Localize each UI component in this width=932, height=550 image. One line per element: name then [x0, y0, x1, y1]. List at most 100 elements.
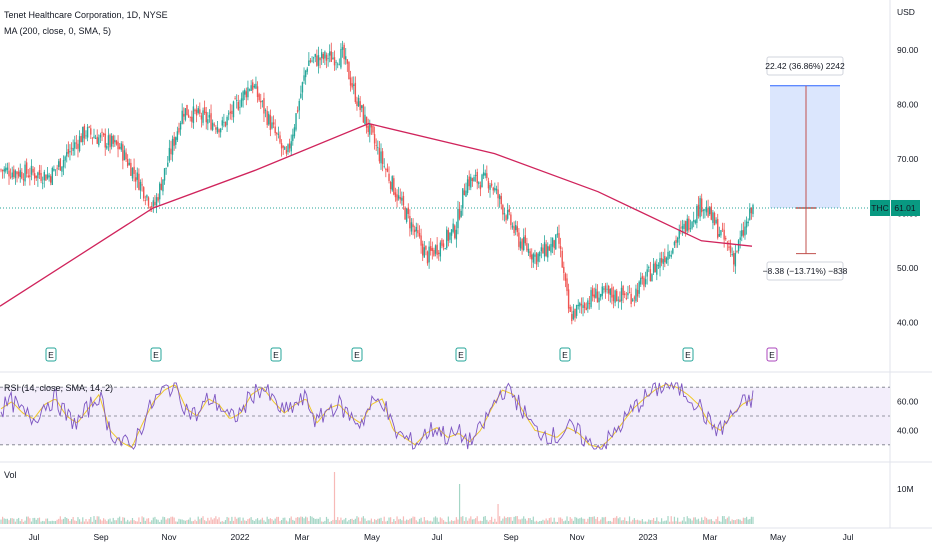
candle — [401, 191, 403, 206]
volume-bar — [168, 518, 170, 524]
candle — [13, 165, 15, 180]
volume-bar — [123, 517, 126, 524]
rsi-legend[interactable]: RSI (14, close, SMA, 14, 2) — [4, 383, 114, 393]
volume-bar — [136, 521, 138, 524]
candle — [672, 247, 674, 255]
earnings-marker: E — [455, 347, 467, 362]
volume-legend[interactable]: Vol — [4, 470, 17, 480]
candle — [715, 217, 717, 225]
candle-body — [27, 175, 29, 178]
candle-body — [308, 60, 310, 66]
candle — [147, 196, 150, 209]
candle — [518, 227, 520, 251]
earnings-marker: E — [150, 347, 162, 362]
volume-bar — [356, 516, 358, 524]
candle-body — [444, 248, 446, 250]
candle-body — [458, 209, 461, 219]
volume-bar — [361, 517, 363, 524]
volume-bar — [119, 516, 121, 524]
volume-bar — [10, 518, 12, 524]
candle-body — [556, 233, 559, 235]
candle — [8, 162, 10, 185]
volume-bar — [2, 516, 4, 524]
candle — [484, 169, 486, 179]
volume-bar — [656, 517, 658, 524]
volume-bar — [595, 518, 597, 524]
candle-body — [717, 219, 719, 238]
volume-bar — [228, 517, 230, 524]
candle-body — [407, 207, 409, 214]
candle — [319, 57, 321, 69]
candle — [696, 204, 698, 229]
time-axis-label: Mar — [295, 532, 310, 542]
candle-body — [513, 226, 515, 234]
volume-bar — [106, 521, 108, 524]
candle-body — [143, 187, 145, 199]
volume-bar — [189, 517, 191, 524]
candle — [123, 145, 126, 161]
volume-bar — [458, 484, 461, 524]
candle — [489, 182, 491, 198]
volume-bar — [59, 516, 61, 524]
earnings-marker: E — [351, 347, 363, 362]
volume-bar — [725, 519, 727, 524]
candle — [219, 127, 222, 138]
ma-legend[interactable]: MA (200, close, 0, SMA, 5) — [4, 26, 112, 36]
volume-bar — [319, 517, 321, 524]
candle — [296, 106, 299, 114]
volume-bar — [744, 517, 746, 524]
volume-bar — [572, 520, 575, 524]
ma-200-line — [0, 122, 753, 307]
volume-bar — [704, 516, 706, 524]
candle-body — [609, 289, 611, 295]
candle — [157, 193, 159, 203]
candle-body — [35, 175, 37, 178]
candle — [236, 94, 238, 109]
candle-body — [83, 125, 86, 139]
volume-bar — [584, 518, 586, 524]
candle-body — [46, 174, 49, 179]
candle-body — [290, 141, 292, 152]
volume-bar — [181, 519, 183, 524]
candle-body — [223, 121, 225, 123]
candle-body — [635, 288, 637, 302]
candle — [752, 203, 754, 218]
rsi-tick-label: 40.00 — [897, 425, 919, 435]
candle — [292, 128, 294, 146]
volume-bar — [202, 516, 204, 524]
volume-bar — [221, 521, 223, 524]
candle — [178, 122, 180, 135]
candle — [381, 148, 384, 172]
volume-bar — [43, 521, 45, 524]
candle — [324, 50, 326, 66]
candle-body — [152, 200, 155, 207]
volume-bar — [138, 517, 140, 524]
candle-body — [232, 101, 235, 118]
volume-bar — [359, 521, 361, 524]
symbol-title[interactable]: Tenet Healthcare Corporation, 1D, NYSE — [4, 10, 168, 20]
candle — [574, 308, 576, 322]
candle — [154, 195, 156, 208]
candle — [656, 258, 658, 281]
candle-body — [6, 167, 9, 170]
time-axis-label: May — [770, 532, 787, 542]
candle-body — [381, 151, 384, 164]
volume-bar — [685, 521, 687, 524]
candle-body — [208, 115, 211, 118]
candle — [168, 139, 171, 163]
candle — [43, 169, 45, 188]
volume-bar — [585, 521, 587, 524]
candle — [704, 208, 706, 219]
candle — [478, 181, 480, 189]
candle — [442, 239, 445, 251]
candle-body — [492, 187, 494, 191]
candle-body — [611, 287, 613, 298]
candle — [346, 59, 349, 72]
candle-body — [255, 83, 257, 89]
candle-body — [292, 134, 294, 141]
candle — [664, 248, 666, 268]
candle-body — [692, 219, 695, 222]
candle-body — [603, 288, 605, 290]
candle — [697, 196, 700, 219]
